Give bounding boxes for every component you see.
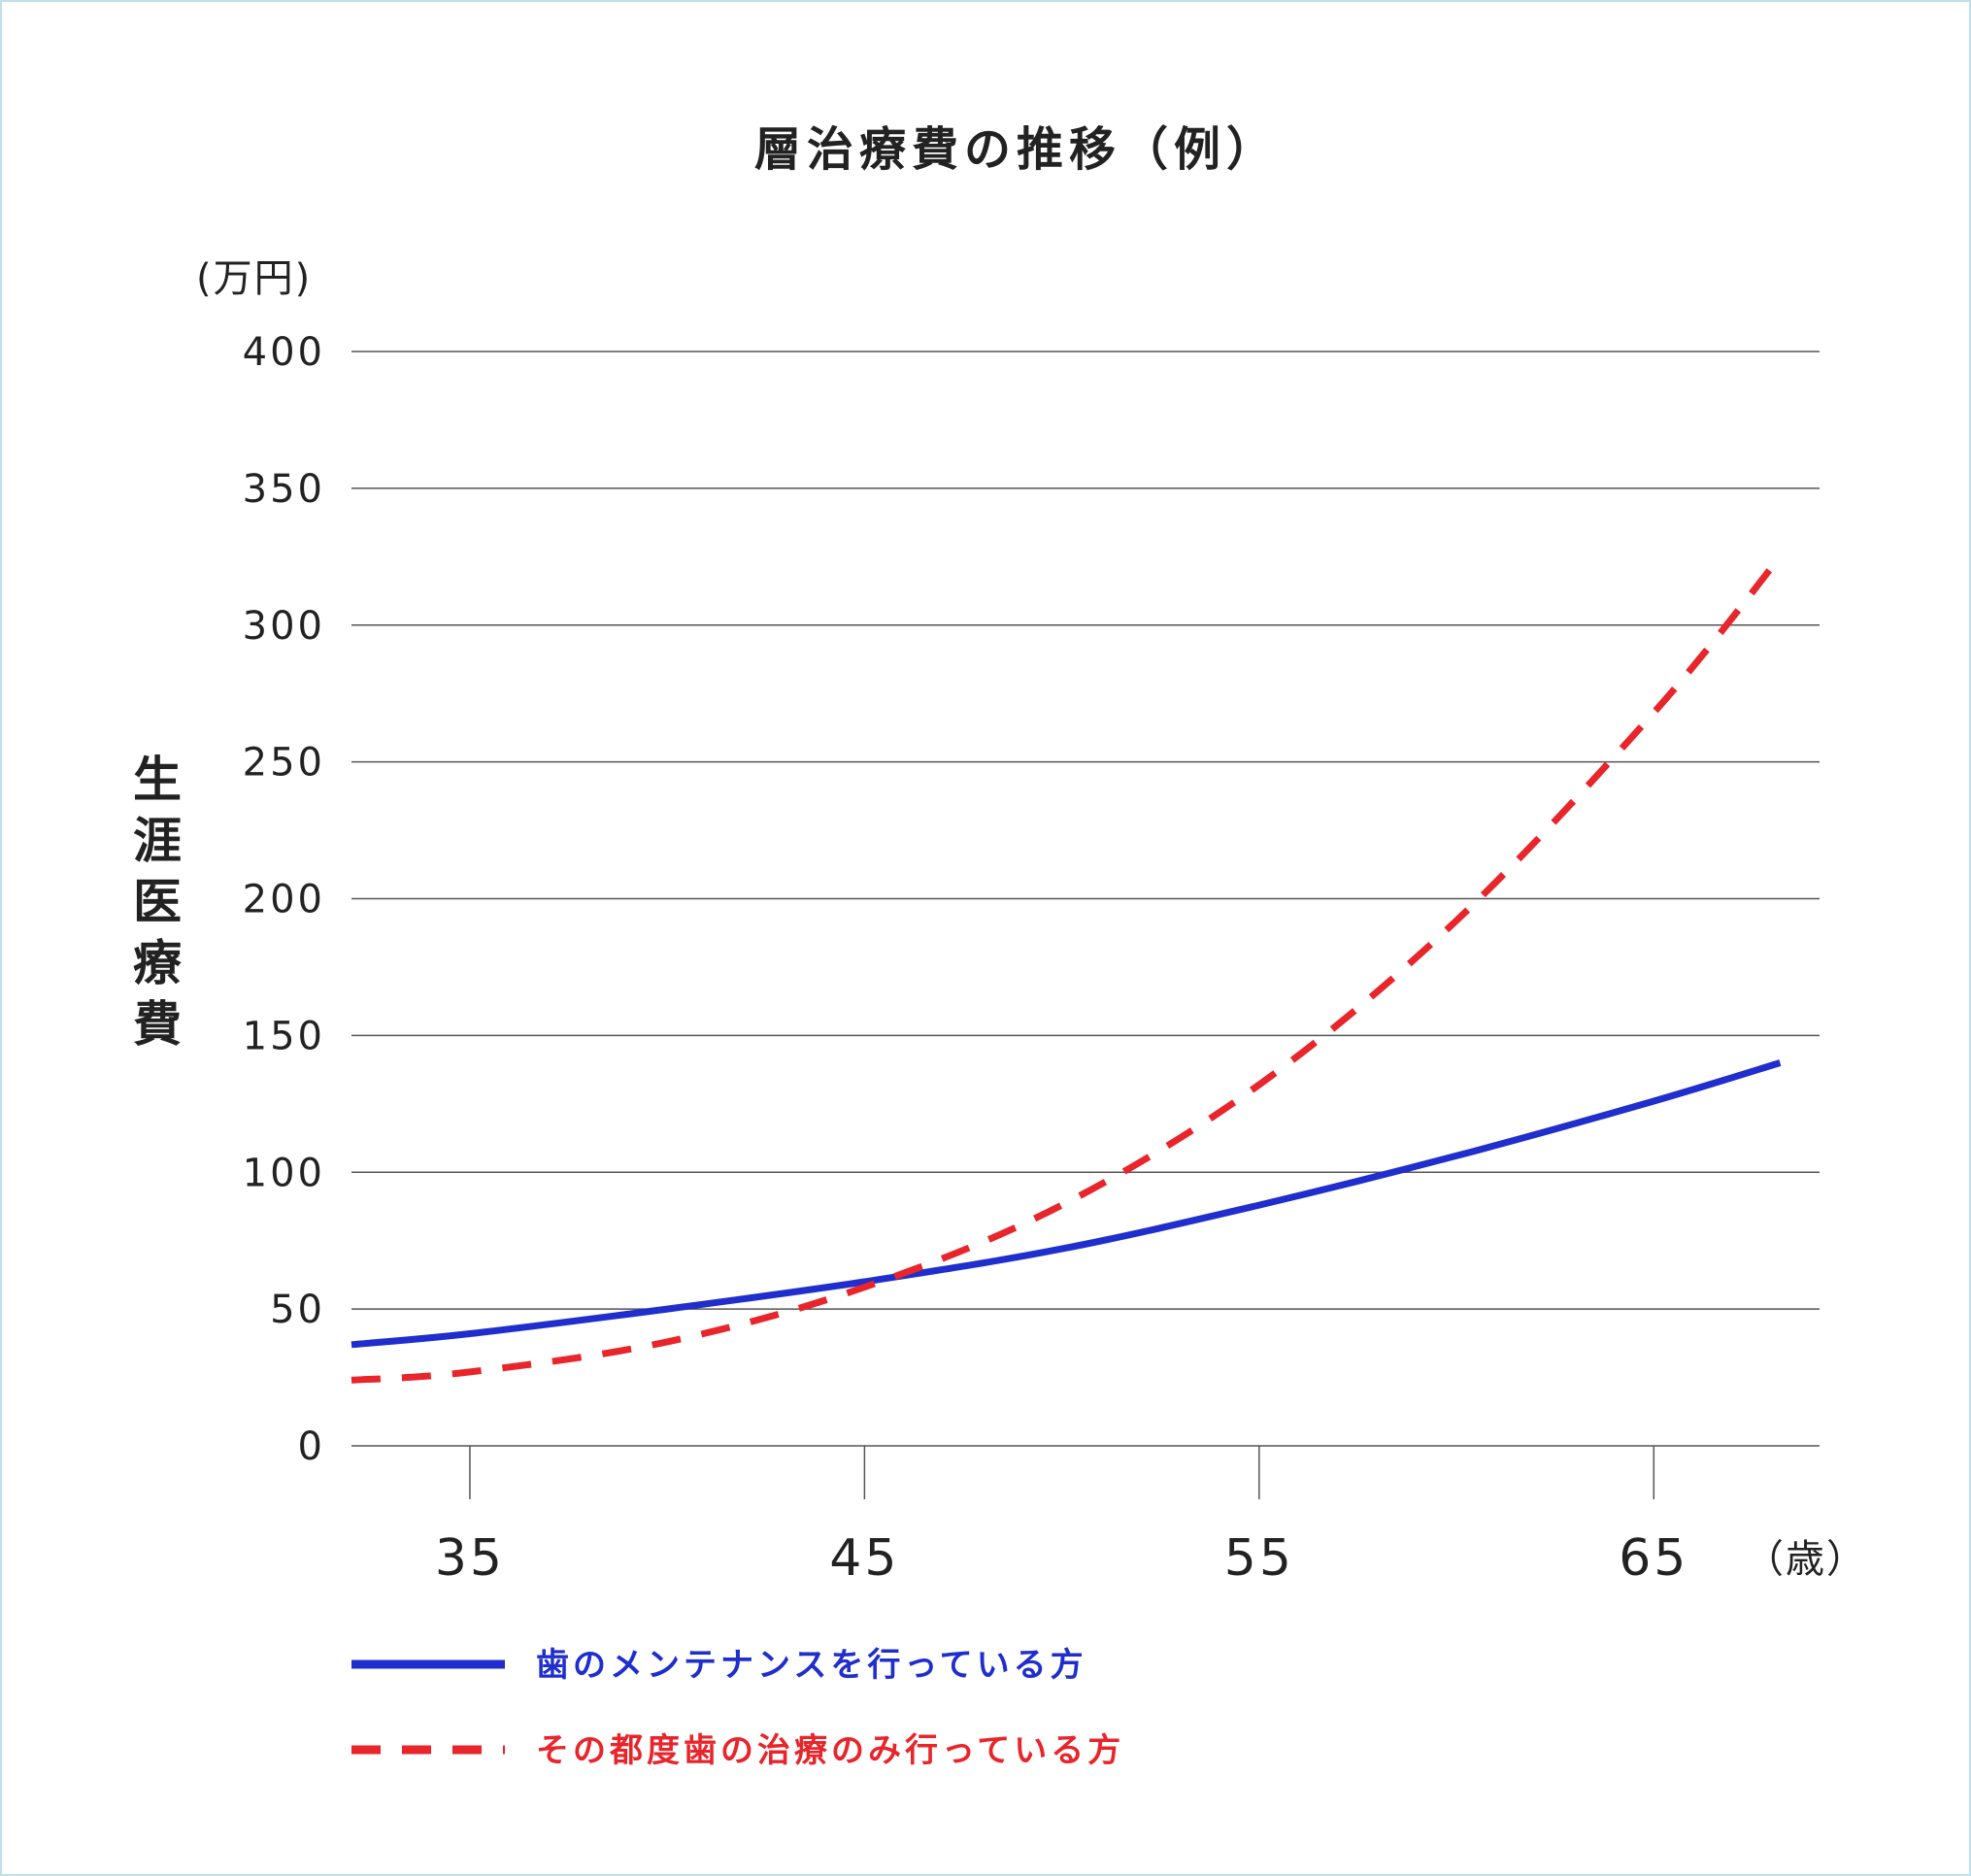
gridlines bbox=[351, 351, 1820, 1447]
y-axis-label-char: 療 bbox=[133, 935, 182, 991]
y-tick-label: 350 bbox=[243, 467, 325, 512]
y-tick-label: 250 bbox=[243, 741, 325, 786]
y-axis-unit: (万円) bbox=[196, 256, 312, 301]
x-tick-label: 55 bbox=[1224, 1529, 1294, 1588]
y-tick-label: 200 bbox=[243, 878, 325, 922]
x-tick-label: 65 bbox=[1619, 1529, 1688, 1588]
y-tick-label: 100 bbox=[243, 1151, 325, 1195]
y-tick-label: 400 bbox=[243, 330, 325, 375]
x-tick-label: 45 bbox=[829, 1529, 899, 1588]
y-axis-label-char: 涯 bbox=[133, 813, 182, 869]
y-tick-label: 50 bbox=[270, 1288, 325, 1332]
x-axis-unit: （歳） bbox=[1745, 1537, 1867, 1582]
y-axis-label-char: 医 bbox=[133, 874, 182, 930]
y-axis-label-char: 費 bbox=[133, 996, 182, 1053]
series-lines bbox=[351, 554, 1784, 1384]
legend-label-1: 歯のメンテナンスを行っている方 bbox=[536, 1646, 1087, 1685]
chart-title: 層治療費の推移（例） bbox=[754, 122, 1279, 177]
y-axis-ticks: 0 50 100 150 200 250 300 350 400 bbox=[243, 330, 325, 1469]
y-tick-label: 150 bbox=[243, 1014, 325, 1058]
y-tick-label: 0 bbox=[298, 1424, 325, 1469]
legend-label-2: その都度歯の治療のみ行っている方 bbox=[536, 1731, 1124, 1770]
series-line-2 bbox=[351, 554, 1784, 1384]
y-tick-label: 300 bbox=[243, 604, 325, 649]
series-line-1 bbox=[351, 1059, 1782, 1349]
x-tick-label: 35 bbox=[435, 1529, 505, 1588]
x-axis-ticks: 35 45 55 65 bbox=[435, 1446, 1688, 1588]
y-axis-label-char: 生 bbox=[133, 752, 182, 808]
